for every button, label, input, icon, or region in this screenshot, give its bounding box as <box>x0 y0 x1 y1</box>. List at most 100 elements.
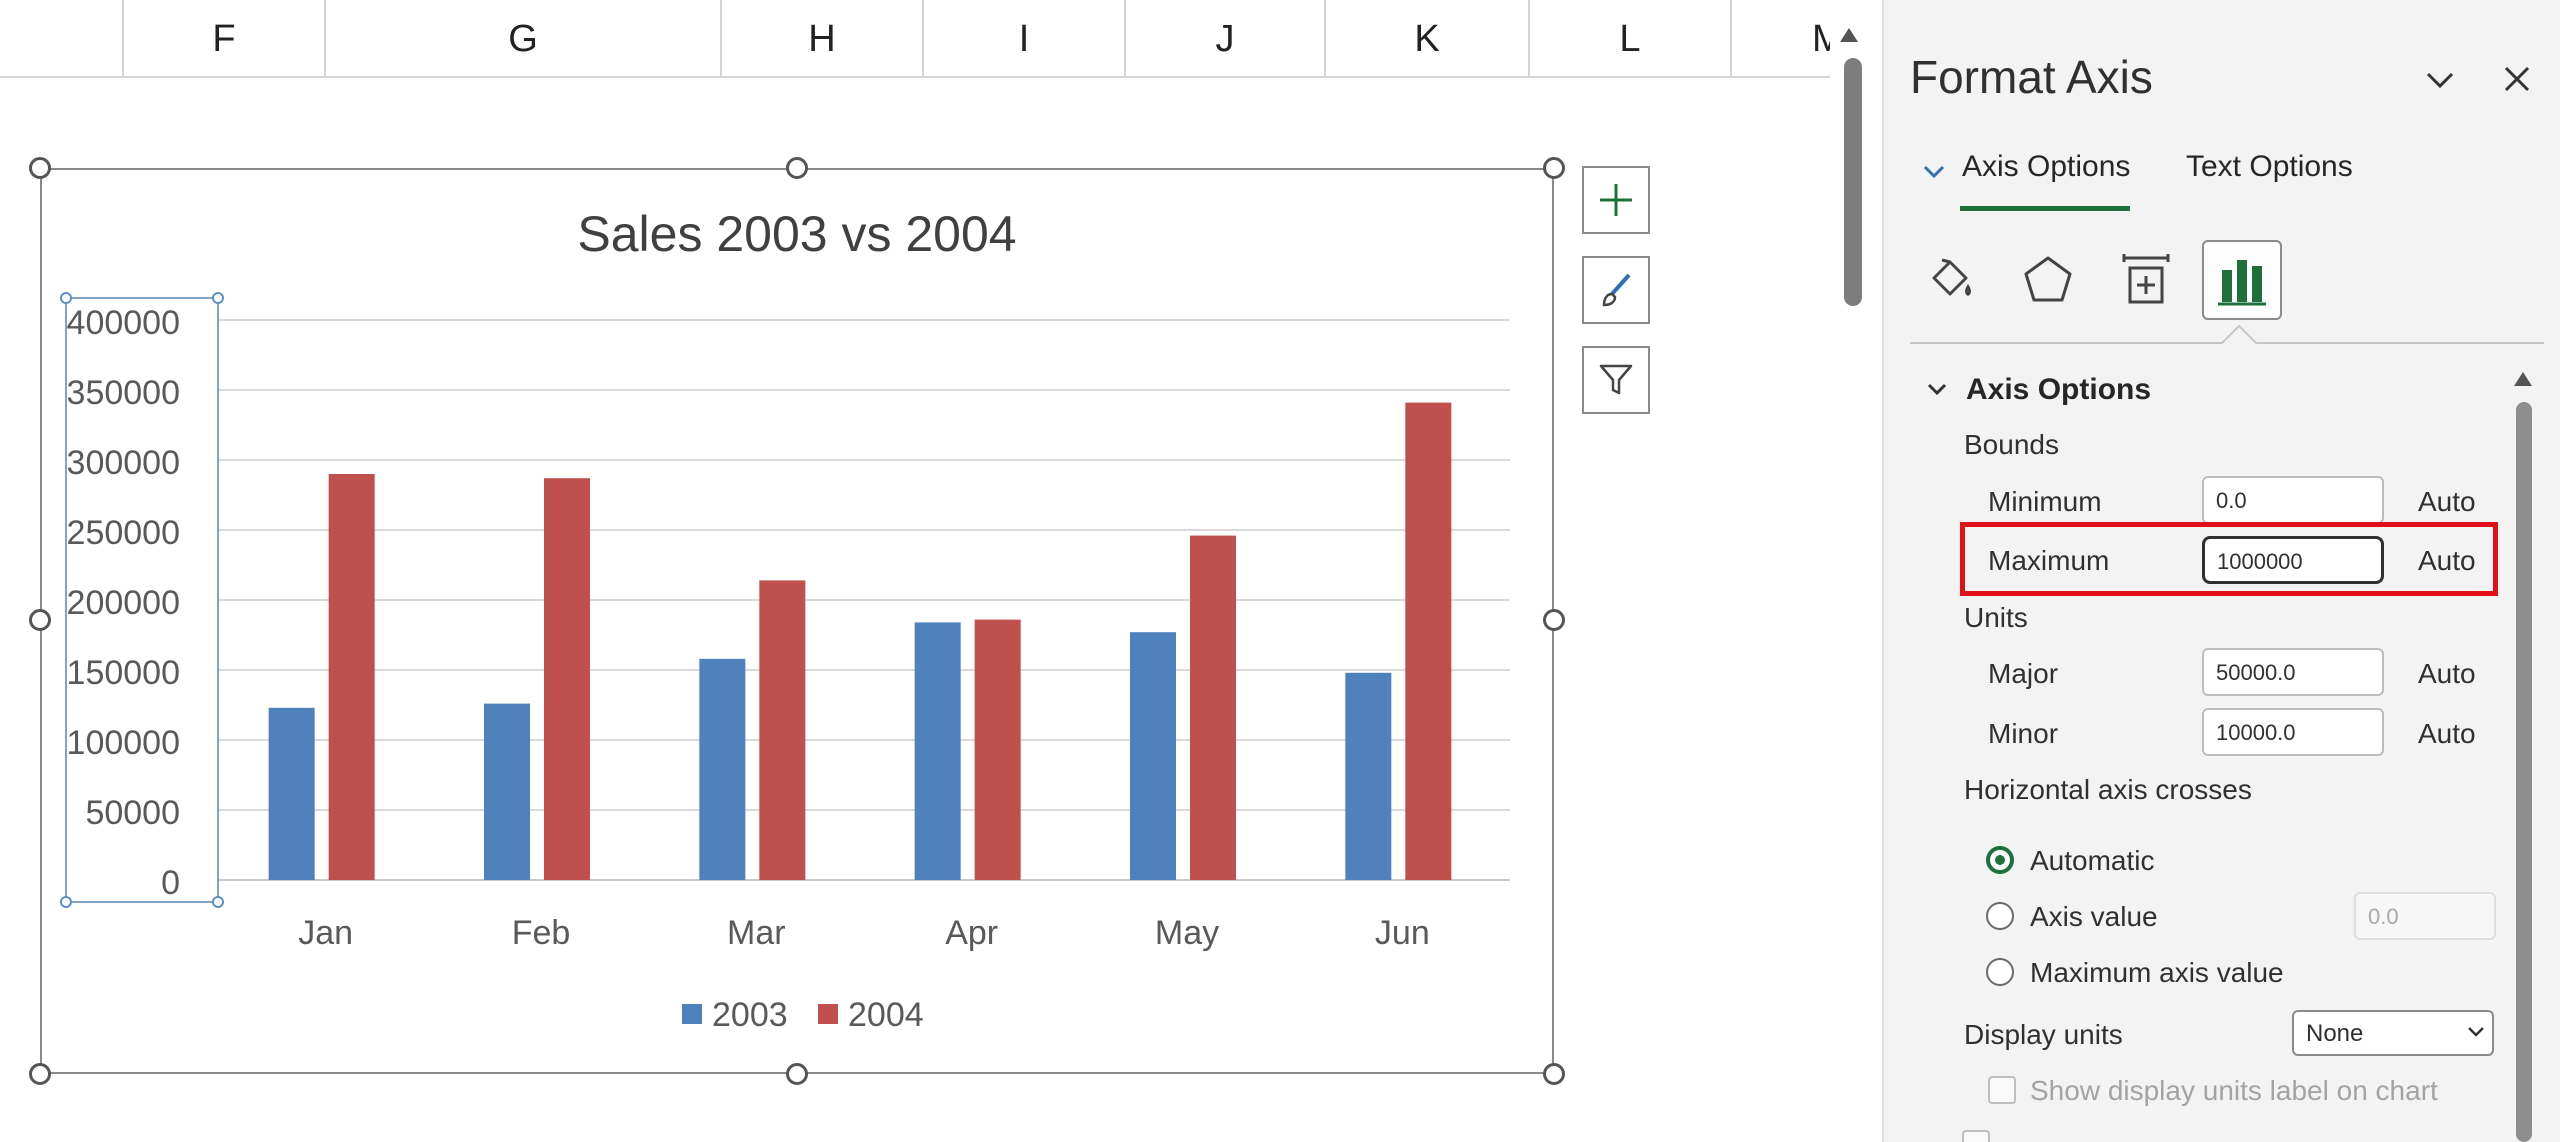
x-tick-label: Feb <box>512 914 571 952</box>
chevron-down-icon[interactable] <box>1922 162 1946 182</box>
scrollbar-thumb[interactable] <box>1844 58 1862 306</box>
selection-handle[interactable] <box>212 896 224 908</box>
column-header-i[interactable]: I <box>924 0 1126 78</box>
minimum-auto-button[interactable]: Auto <box>2418 486 2476 517</box>
y-tick-label: 0 <box>161 864 180 902</box>
worksheet[interactable]: F G H I J K L M Sales 2003 vs 2004 0 5000… <box>0 0 1830 1142</box>
close-icon[interactable] <box>2498 60 2536 98</box>
scroll-up-arrow-icon[interactable] <box>2514 372 2532 386</box>
fill-line-tab[interactable] <box>1912 240 1992 320</box>
resize-handle-bottom-left[interactable] <box>29 1063 51 1085</box>
axis-value-field[interactable]: 0.0 <box>2354 892 2496 940</box>
bar-2004-feb[interactable] <box>544 478 590 880</box>
column-label: L <box>1619 17 1641 60</box>
bar-chart-icon <box>2218 260 2266 306</box>
chart-styles-button[interactable] <box>1582 256 1650 324</box>
selection-handle[interactable] <box>212 292 224 304</box>
bar-2004-jan[interactable] <box>328 474 375 880</box>
tab-axis-options[interactable]: Axis Options <box>1962 150 2131 183</box>
maximum-axis-value-radio-label[interactable]: Maximum axis value <box>2030 957 2284 988</box>
chart-filters-button[interactable] <box>1582 346 1650 414</box>
effects-tab[interactable] <box>2008 240 2088 320</box>
pane-divider <box>1882 0 1884 1142</box>
pentagon-icon <box>2024 256 2072 302</box>
units-label: Units <box>1964 602 2028 633</box>
column-header-k[interactable]: K <box>1326 0 1530 78</box>
minor-unit-field[interactable]: 10000.0 <box>2202 708 2384 756</box>
bars[interactable] <box>268 402 1452 880</box>
bar-2003-jan[interactable] <box>268 707 315 880</box>
resize-handle-top-right[interactable] <box>1543 157 1565 179</box>
major-auto-button[interactable]: Auto <box>2418 658 2476 689</box>
brush-icon <box>1602 273 1631 307</box>
y-tick-label: 100000 <box>67 724 180 762</box>
minor-auto-button[interactable]: Auto <box>2418 718 2476 749</box>
fill-bucket-icon <box>1932 258 1971 296</box>
maximum-field[interactable]: 1000000 <box>2202 536 2384 584</box>
bar-2004-mar[interactable] <box>759 580 806 880</box>
plus-icon <box>1600 184 1632 216</box>
show-display-units-checkbox[interactable] <box>1988 1076 2016 1104</box>
resize-handle-right[interactable] <box>1543 609 1565 631</box>
maximum-auto-button[interactable]: Auto <box>2418 545 2476 576</box>
column-header-h[interactable]: H <box>722 0 924 78</box>
resize-handle-top-left[interactable] <box>29 157 51 179</box>
resize-handle-bottom[interactable] <box>786 1063 808 1085</box>
section-axis-options[interactable]: Axis Options <box>1966 373 2152 406</box>
resize-handle-top[interactable] <box>786 157 808 179</box>
automatic-radio-label[interactable]: Automatic <box>2030 845 2155 876</box>
legend[interactable]: 2003 2004 <box>682 996 924 1034</box>
legend-label-2003: 2003 <box>712 996 788 1034</box>
display-units-select[interactable]: None <box>2292 1010 2494 1056</box>
column-header-row: F G H I J K L M <box>0 0 1830 78</box>
x-tick-label: Jan <box>298 914 353 952</box>
vertical-axis-labels[interactable]: 0 50000 100000 150000 200000 250000 300000 3500… <box>67 304 180 902</box>
column-header-m[interactable]: M <box>1732 0 1830 78</box>
resize-handle-left[interactable] <box>29 609 51 631</box>
major-unit-field[interactable]: 50000.0 <box>2202 648 2384 696</box>
maximum-axis-value-radio[interactable] <box>1986 958 2014 986</box>
axis-options-category-tab[interactable] <box>2202 240 2282 320</box>
bar-2003-jun[interactable] <box>1345 672 1392 880</box>
scroll-up-arrow-icon[interactable] <box>1840 28 1858 42</box>
legend-label-2004: 2004 <box>848 996 924 1034</box>
selection-handle[interactable] <box>60 292 72 304</box>
chart-title[interactable]: Sales 2003 vs 2004 <box>577 206 1017 262</box>
bar-2003-may[interactable] <box>1130 632 1176 880</box>
chevron-down-icon[interactable] <box>2422 62 2458 98</box>
axis-value-radio[interactable] <box>1986 902 2014 930</box>
column-label: I <box>1018 17 1030 60</box>
selection-handle[interactable] <box>60 896 72 908</box>
size-properties-tab[interactable] <box>2106 240 2186 320</box>
column-header-e[interactable] <box>0 0 124 78</box>
next-option-checkbox[interactable] <box>1962 1130 1990 1142</box>
automatic-radio[interactable] <box>1986 846 2014 874</box>
bar-2003-feb[interactable] <box>484 703 530 880</box>
chart-elements-button[interactable] <box>1582 166 1650 234</box>
vertical-axis-selection[interactable] <box>65 297 219 903</box>
column-header-j[interactable]: J <box>1126 0 1326 78</box>
horizontal-axis-labels[interactable]: Jan Feb Mar Apr May Jun <box>298 914 1429 952</box>
axis-value-radio-label[interactable]: Axis value <box>2030 901 2158 932</box>
column-header-f[interactable]: F <box>124 0 326 78</box>
maximum-highlight <box>1960 522 2498 596</box>
bar-2003-mar[interactable] <box>699 658 746 880</box>
chevron-down-icon[interactable] <box>1926 380 1948 400</box>
bar-2004-apr[interactable] <box>974 619 1021 880</box>
minimum-field[interactable]: 0.0 <box>2202 476 2384 524</box>
bar-2003-apr[interactable] <box>914 622 961 880</box>
minimum-label: Minimum <box>1988 486 2102 517</box>
column-header-g[interactable]: G <box>326 0 722 78</box>
size-properties-icon <box>2122 254 2170 304</box>
y-tick-label: 250000 <box>67 514 180 552</box>
filter-icon <box>1599 364 1633 395</box>
bar-2004-jun[interactable] <box>1405 402 1452 880</box>
column-label: M <box>1812 17 1830 60</box>
tab-text-options[interactable]: Text Options <box>2186 150 2353 183</box>
bar-2004-may[interactable] <box>1190 535 1236 880</box>
column-header-l[interactable]: L <box>1530 0 1732 78</box>
resize-handle-bottom-right[interactable] <box>1543 1063 1565 1085</box>
y-tick-label: 300000 <box>67 444 180 482</box>
pane-scrollbar-thumb[interactable] <box>2516 402 2532 1142</box>
pane-title: Format Axis <box>1910 51 2153 103</box>
